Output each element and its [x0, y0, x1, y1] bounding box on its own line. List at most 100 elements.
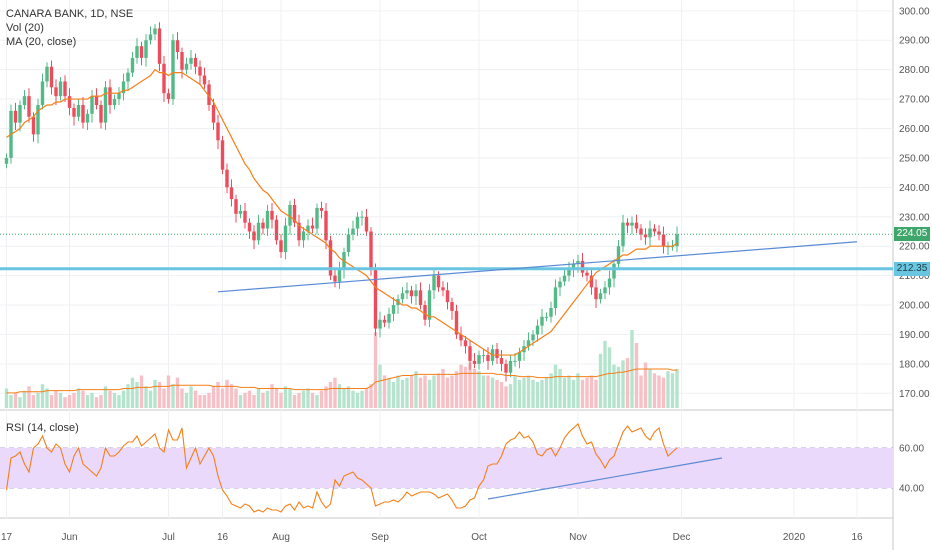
- candle-body: [675, 234, 679, 247]
- candle-body: [67, 96, 72, 108]
- volume-bar: [373, 332, 378, 408]
- price-candles: [4, 22, 679, 382]
- candle-body: [612, 263, 616, 279]
- candle-body: [229, 187, 234, 200]
- candle-body: [477, 355, 481, 364]
- candle-body: [72, 107, 76, 117]
- chart-legend: CANARA BANK, 1D, NSE Vol (20) MA (20, cl…: [6, 7, 133, 49]
- candle-body: [274, 219, 279, 241]
- volume-bar: [189, 386, 193, 408]
- volume-bar: [612, 364, 616, 408]
- candle-body: [567, 269, 571, 276]
- candle-body: [243, 210, 247, 223]
- volume-bar: [508, 384, 513, 408]
- candle-body: [607, 278, 612, 288]
- price-tick-label: 220.00: [899, 242, 930, 253]
- candle-body: [603, 287, 607, 294]
- candle-body: [256, 222, 261, 241]
- volume-bar: [76, 388, 81, 408]
- candle-body: [49, 66, 54, 88]
- time-tick-label: Sep: [371, 532, 389, 543]
- candle-body: [589, 275, 594, 288]
- volume-bar: [634, 343, 639, 408]
- price-tick-label: 200.00: [899, 301, 930, 312]
- candle-body: [598, 293, 603, 300]
- volume-bar: [31, 395, 36, 408]
- volume-bar: [306, 388, 310, 408]
- volume-bar: [472, 369, 477, 408]
- legend-volume[interactable]: Vol (20): [6, 22, 44, 34]
- time-tick-label: Jul: [162, 532, 175, 543]
- legend-rsi[interactable]: RSI (14, close): [6, 422, 79, 434]
- support-level-tag: 212.35: [894, 261, 930, 276]
- candle-body: [189, 57, 193, 64]
- candle-body: [292, 205, 297, 223]
- candle-body: [234, 199, 238, 214]
- price-tick-label: 230.00: [899, 212, 930, 223]
- volume-bar: [540, 379, 544, 408]
- volume-bar: [396, 375, 400, 408]
- candle-body: [346, 234, 351, 253]
- volume-bar: [400, 379, 405, 408]
- price-tick-label: 280.00: [899, 65, 930, 76]
- candle-body: [405, 290, 409, 294]
- rsi-tick-label: 40.00: [899, 484, 924, 495]
- volume-bar: [99, 395, 103, 408]
- candle-body: [108, 87, 112, 105]
- volume-bar: [351, 390, 355, 408]
- volume-bar: [121, 390, 126, 408]
- candle-body: [324, 210, 328, 241]
- candle-body: [315, 207, 319, 229]
- candle-body: [648, 228, 652, 238]
- volume-bar: [4, 388, 9, 408]
- volume-bar: [387, 377, 391, 408]
- volume-bar: [126, 384, 130, 408]
- candle-body: [436, 275, 441, 288]
- candle-body: [468, 346, 472, 361]
- candle-body: [499, 357, 504, 364]
- volume-bar: [18, 397, 22, 408]
- candle-body: [517, 352, 522, 361]
- volume-bar: [517, 379, 522, 408]
- volume-bar: [256, 388, 261, 408]
- volume-bar: [369, 384, 373, 408]
- candle-body: [81, 104, 85, 123]
- candle-body: [531, 334, 535, 341]
- candle-body: [175, 40, 180, 53]
- legend-symbol[interactable]: CANARA BANK, 1D, NSE: [6, 8, 134, 20]
- candle-body: [193, 57, 198, 67]
- volume-bar: [135, 382, 139, 408]
- candle-body: [297, 222, 301, 241]
- volume-bar: [270, 384, 274, 408]
- volume-bar: [40, 384, 45, 408]
- candle-body: [166, 93, 171, 100]
- volume-bar: [526, 375, 531, 408]
- legend-moving-average[interactable]: MA (20, close): [6, 36, 77, 48]
- candle-body: [144, 40, 148, 58]
- volume-bar: [414, 371, 418, 408]
- candle-body: [553, 287, 558, 308]
- candle-body: [486, 355, 490, 361]
- candle-body: [153, 28, 157, 35]
- candle-body: [495, 349, 499, 358]
- candle-body: [661, 234, 666, 247]
- rsi-band: [0, 448, 893, 488]
- volume-bar: [625, 358, 630, 408]
- volume-bar: [589, 375, 594, 408]
- candle-body: [36, 104, 40, 135]
- volume-bar: [567, 375, 571, 408]
- candle-body: [162, 63, 166, 94]
- candle-body: [103, 87, 108, 123]
- candle-body: [112, 99, 117, 105]
- candle-body: [621, 222, 625, 247]
- volume-bar: [67, 395, 72, 408]
- volume-bar: [202, 395, 207, 408]
- volume-bar: [378, 364, 382, 408]
- volume-bar: [630, 330, 634, 408]
- candle-body: [481, 355, 486, 357]
- candle-body: [76, 104, 81, 117]
- candle-body: [526, 340, 531, 347]
- volume-bar: [454, 371, 459, 408]
- price-trendline: [217, 241, 858, 293]
